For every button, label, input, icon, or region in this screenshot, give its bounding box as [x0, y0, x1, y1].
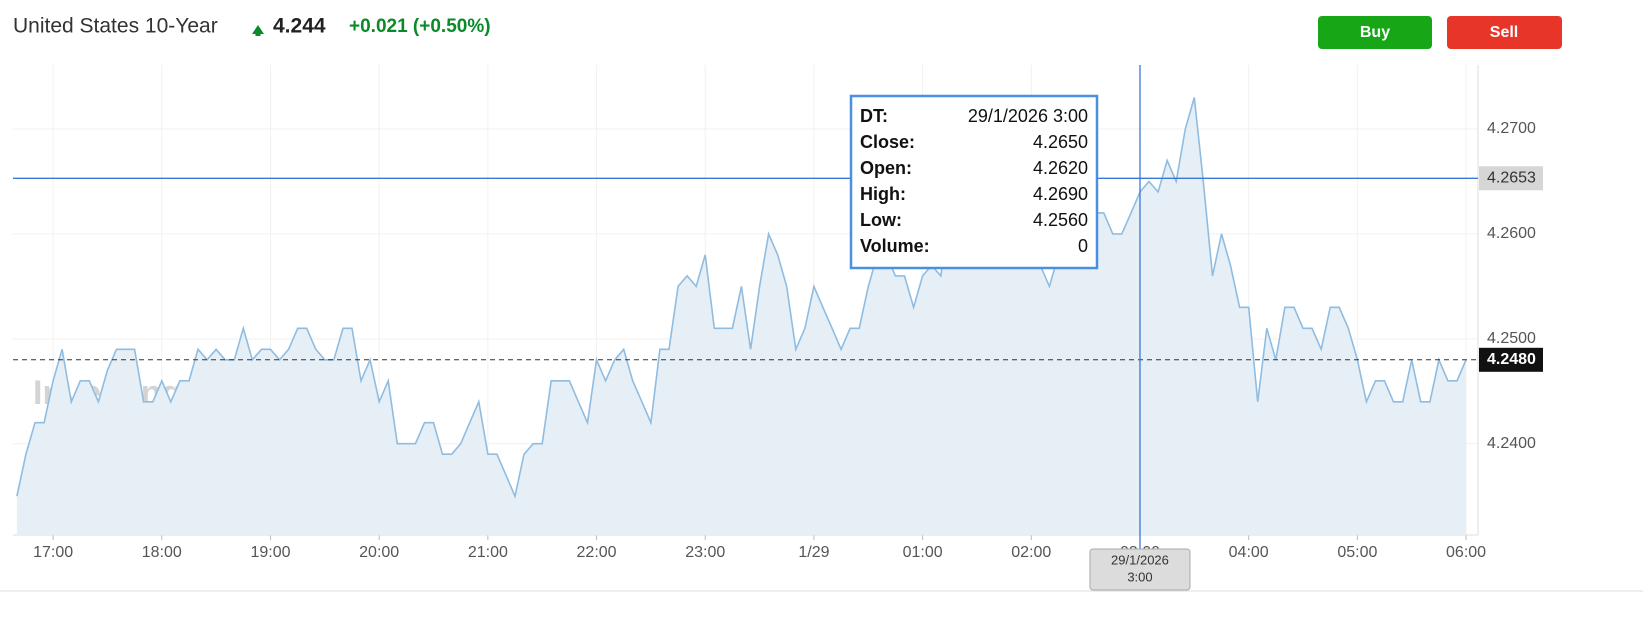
x-tick-label: 01:00: [903, 544, 943, 561]
x-tick-label: 1/29: [798, 544, 829, 561]
tooltip-value: 4.2690: [1033, 184, 1088, 204]
area-fill: [16, 97, 1466, 535]
tooltip-value: 0: [1078, 236, 1088, 256]
price-line: [16, 97, 1467, 499]
crosshair-y-tag: [1479, 166, 1543, 191]
tooltip-value: 4.2560: [1033, 210, 1088, 230]
x-tick-label: 20:00: [359, 544, 399, 561]
tooltip: DT: 29/1/2026 3:00 Close: 4.2650 Open: 4.2620…: [849, 94, 1099, 270]
x-tick-label: 17:00: [33, 544, 73, 561]
x-tick-label: 18:00: [142, 544, 182, 561]
x-tick-label: 19:00: [250, 544, 290, 561]
tooltip-key: Volume:: [860, 236, 930, 256]
x-tick-label: 05:00: [1337, 544, 1377, 561]
tooltip-key: Close:: [860, 132, 915, 152]
last-price-label: 4.2480: [1487, 351, 1536, 368]
x-tick-label: 21:00: [468, 544, 508, 561]
x-tick-label: 04:00: [1229, 544, 1269, 561]
crosshair-x-label: 29/1/2026: [1111, 552, 1169, 567]
tooltip-key: DT:: [860, 106, 888, 126]
crosshair-x-label: 3:00: [1127, 569, 1152, 584]
y-tick-label: 4.2400: [1487, 435, 1536, 452]
price-change: +0.021 (+0.50%): [349, 16, 491, 37]
tooltip-value: 4.2650: [1033, 132, 1088, 152]
tooltip-key: High:: [860, 184, 906, 204]
y-tick-label: 4.2600: [1487, 225, 1536, 242]
crosshair-x-tag: [1089, 548, 1191, 591]
buy-button-bg[interactable]: [1318, 16, 1432, 49]
sell-button-bg[interactable]: [1447, 16, 1562, 49]
instrument-title: United States 10-Year: [13, 15, 218, 38]
x-tick-label: 22:00: [577, 544, 617, 561]
buy-label[interactable]: Buy: [1360, 24, 1390, 41]
last-price: 4.244: [273, 15, 326, 38]
crosshair-y-label: 4.2653: [1487, 170, 1536, 187]
plot: Investing.com4.24004.25004.26004.270017:…: [13, 65, 1543, 591]
tooltip-key: Low:: [860, 210, 902, 230]
x-tick-label: 02:00: [1011, 544, 1051, 561]
up-arrow-icon: [252, 25, 264, 36]
last-price-tag: [1479, 347, 1543, 372]
x-tick-label: 23:00: [685, 544, 725, 561]
sell-button[interactable]: Sell: [1447, 16, 1562, 49]
tooltip-value: 29/1/2026 3:00: [968, 106, 1088, 126]
x-tick-label: 06:00: [1446, 544, 1486, 561]
buy-button[interactable]: Buy: [1318, 16, 1432, 49]
y-tick-label: 4.2500: [1487, 330, 1536, 347]
sell-label[interactable]: Sell: [1490, 24, 1518, 41]
y-tick-label: 4.2700: [1487, 120, 1536, 137]
tooltip-value: 4.2620: [1033, 158, 1088, 178]
tooltip-key: Open:: [860, 158, 912, 178]
tooltip-box: [849, 94, 1099, 270]
